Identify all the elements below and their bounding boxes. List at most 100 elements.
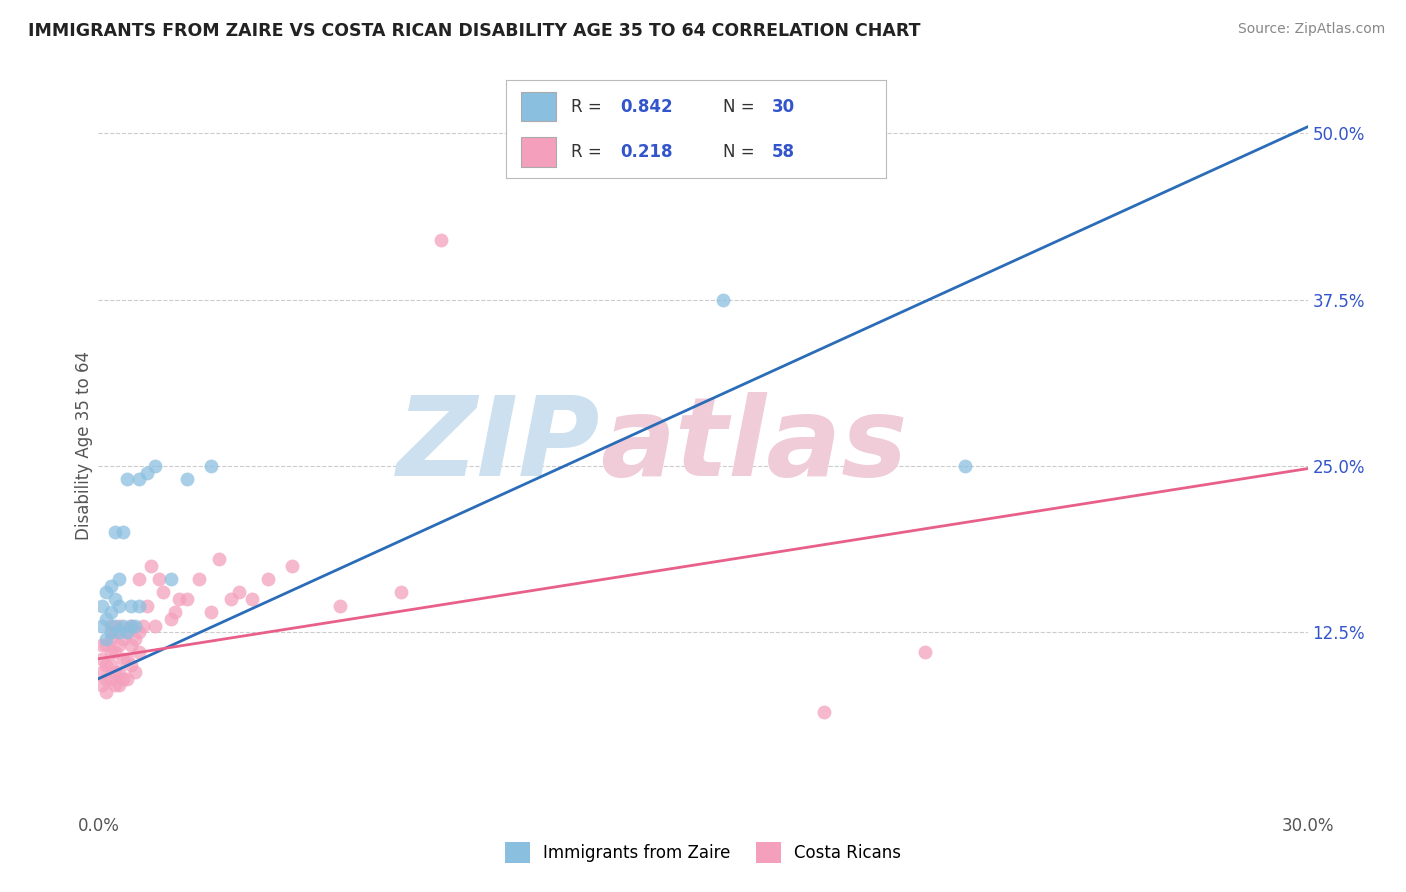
Point <box>128 625 150 640</box>
Point <box>813 705 835 719</box>
Point <box>100 625 122 640</box>
Point <box>200 605 222 619</box>
Point <box>100 605 122 619</box>
Point <box>96 632 118 646</box>
Point <box>100 645 122 659</box>
Point <box>160 572 183 586</box>
Point <box>96 658 118 673</box>
Legend: Immigrants from Zaire, Costa Ricans: Immigrants from Zaire, Costa Ricans <box>498 836 908 869</box>
Point <box>107 599 129 613</box>
Point <box>115 652 138 666</box>
Point <box>111 618 134 632</box>
Point <box>163 605 186 619</box>
Point <box>143 618 166 632</box>
Point <box>208 552 231 566</box>
Text: 30: 30 <box>772 98 794 116</box>
Text: 58: 58 <box>772 143 794 161</box>
Point <box>256 572 278 586</box>
Point <box>135 599 157 613</box>
Point <box>115 625 138 640</box>
Text: R =: R = <box>571 143 607 161</box>
Point <box>143 458 166 473</box>
Point <box>914 645 936 659</box>
Point <box>152 585 174 599</box>
Point <box>111 525 134 540</box>
Point <box>128 599 150 613</box>
Point <box>953 458 976 473</box>
Text: N =: N = <box>723 143 759 161</box>
Point <box>91 639 114 653</box>
Point <box>167 591 190 606</box>
Point <box>281 558 304 573</box>
Point <box>160 612 183 626</box>
Point <box>228 585 250 599</box>
Point <box>148 572 170 586</box>
Text: 0.218: 0.218 <box>620 143 672 161</box>
Point <box>107 678 129 692</box>
Point <box>430 233 453 247</box>
Point <box>107 618 129 632</box>
Point <box>128 572 150 586</box>
Point <box>329 599 352 613</box>
Point <box>132 618 155 632</box>
Point <box>96 639 118 653</box>
Point <box>115 472 138 486</box>
Point <box>176 591 198 606</box>
Point <box>389 585 412 599</box>
Point <box>103 678 125 692</box>
Text: 0.842: 0.842 <box>620 98 672 116</box>
Point <box>100 579 122 593</box>
Point <box>128 645 150 659</box>
Point <box>91 678 114 692</box>
Y-axis label: Disability Age 35 to 64: Disability Age 35 to 64 <box>75 351 93 541</box>
Point <box>91 665 114 679</box>
Point <box>111 632 134 646</box>
Point <box>103 618 125 632</box>
Point <box>120 618 142 632</box>
Point <box>124 632 146 646</box>
Point <box>115 625 138 640</box>
Point <box>107 572 129 586</box>
Point <box>124 618 146 632</box>
Point <box>711 293 734 307</box>
Point <box>100 672 122 686</box>
Point <box>111 672 134 686</box>
Point <box>200 458 222 473</box>
FancyBboxPatch shape <box>522 92 555 121</box>
Point <box>100 658 122 673</box>
Point <box>176 472 198 486</box>
Point <box>107 625 129 640</box>
Point <box>120 639 142 653</box>
Point <box>103 645 125 659</box>
Point <box>124 665 146 679</box>
Text: Source: ZipAtlas.com: Source: ZipAtlas.com <box>1237 22 1385 37</box>
Point <box>221 591 243 606</box>
Point <box>111 652 134 666</box>
Text: ZIP: ZIP <box>396 392 600 500</box>
Point <box>240 591 263 606</box>
Point <box>135 466 157 480</box>
Text: N =: N = <box>723 98 759 116</box>
Point <box>120 658 142 673</box>
Point <box>96 672 118 686</box>
FancyBboxPatch shape <box>522 137 555 167</box>
Point <box>91 652 114 666</box>
Point <box>91 599 114 613</box>
Point <box>139 558 162 573</box>
Point <box>103 665 125 679</box>
Point <box>128 472 150 486</box>
Point <box>100 632 122 646</box>
Point <box>188 572 211 586</box>
Point <box>107 665 129 679</box>
Text: R =: R = <box>571 98 607 116</box>
Point <box>107 639 129 653</box>
Point <box>115 672 138 686</box>
Point <box>103 525 125 540</box>
Point <box>96 585 118 599</box>
Text: atlas: atlas <box>600 392 908 500</box>
Point <box>103 591 125 606</box>
Text: IMMIGRANTS FROM ZAIRE VS COSTA RICAN DISABILITY AGE 35 TO 64 CORRELATION CHART: IMMIGRANTS FROM ZAIRE VS COSTA RICAN DIS… <box>28 22 921 40</box>
Point <box>120 618 142 632</box>
Point <box>120 599 142 613</box>
Point <box>103 625 125 640</box>
